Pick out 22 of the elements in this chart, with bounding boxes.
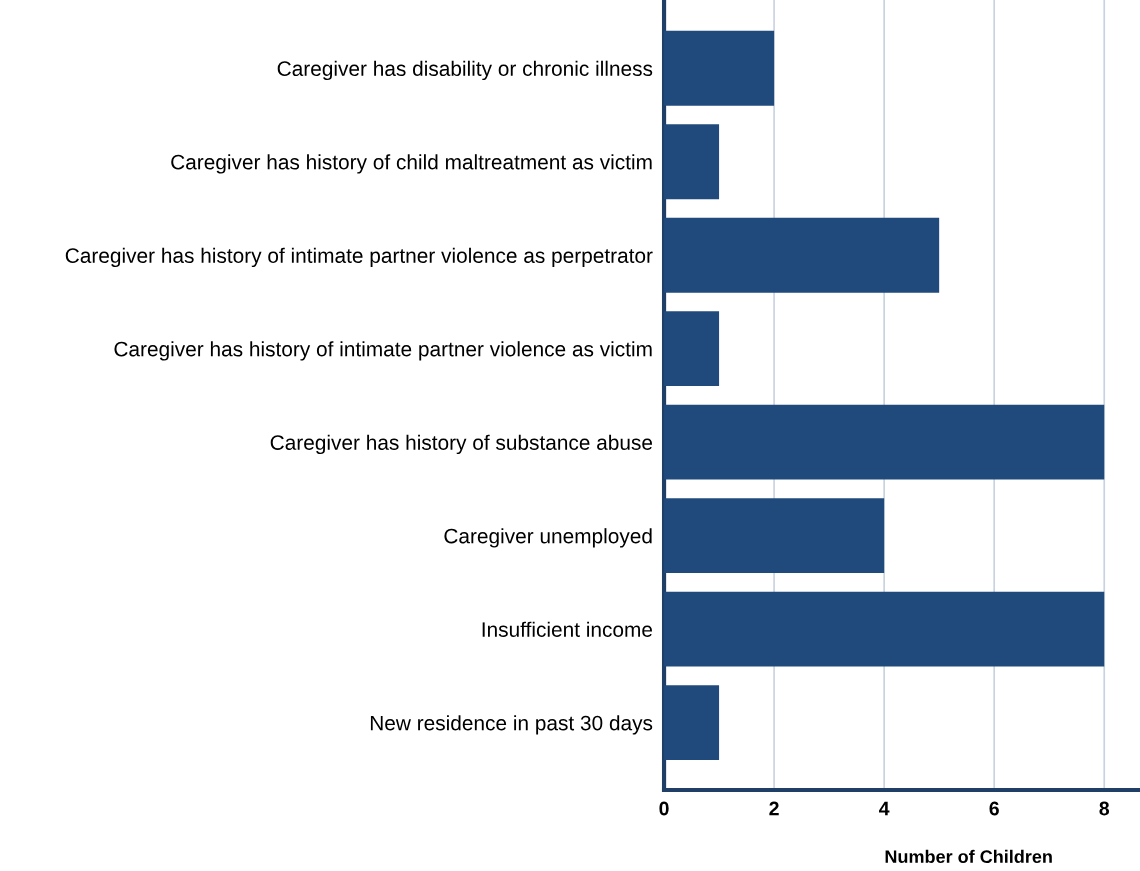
x-tick-label: 2 [769,801,779,816]
y-tick-label: Caregiver has disability or chronic illness [277,60,653,81]
bar [664,311,720,387]
y-tick-label: Caregiver has history of child maltreatment as victim [171,154,652,174]
bar [664,217,940,293]
y-tick-label: New residence in past 30 days [370,715,653,735]
x-tick-label: 0 [659,801,669,816]
y-tick-label: Caregiver unemployed [444,528,652,548]
y-tick-label: Caregiver has history of intimate partner violence as victim [114,341,652,361]
x-axis-title: Number of Children [885,849,1052,864]
x-tick-label: 4 [879,801,890,816]
bar [664,404,1105,480]
bar [664,591,1105,667]
bar [664,30,775,106]
y-tick-label: Insufficient income [482,621,653,637]
y-tick-label: Caregiver has history of substance abuse [270,434,653,455]
bar [664,685,720,761]
bar [664,498,885,574]
bar [664,124,720,200]
y-tick-label: Caregiver has history of intimate partner violence as perpetrator [65,247,653,268]
x-tick-label: 6 [989,801,999,816]
x-tick-label: 8 [1099,801,1110,816]
